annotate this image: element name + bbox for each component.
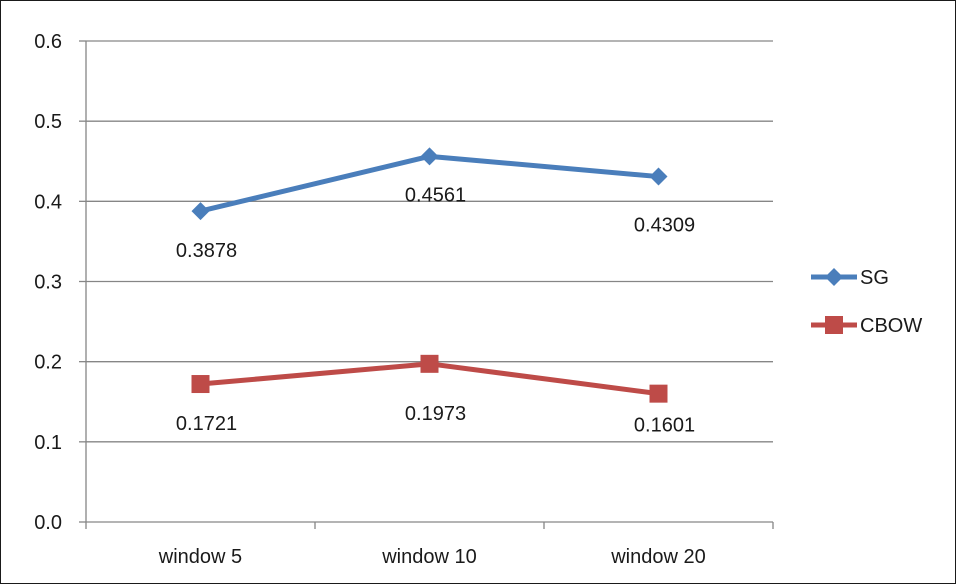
data-label: 0.4561: [405, 184, 466, 206]
x-tick-label: window 20: [610, 546, 706, 568]
y-axis-tick-labels: 0.0 0.1 0.2 0.3 0.4 0.5 0.6: [34, 31, 62, 534]
legend-label: CBOW: [860, 315, 922, 337]
data-label: 0.3878: [176, 240, 237, 262]
series-group: 0.3878 0.4561 0.4309 0.1721 0.1973 0.1601: [176, 147, 695, 437]
y-tick-label: 0.4: [34, 191, 62, 213]
x-tick-label: window 10: [381, 546, 477, 568]
legend-label: SG: [860, 267, 889, 289]
data-point: [649, 167, 668, 186]
y-tick-label: 0.6: [34, 31, 62, 53]
y-tick-label: 0.1: [34, 432, 62, 454]
legend-item-cbow: CBOW: [811, 315, 922, 337]
y-tick-label: 0.5: [34, 111, 62, 133]
data-point: [191, 375, 210, 394]
x-tick-label: window 5: [158, 546, 242, 568]
legend: SG CBOW: [811, 267, 922, 337]
data-label: 0.1721: [176, 413, 237, 435]
data-point: [649, 384, 668, 403]
y-tick-label: 0.0: [34, 512, 62, 534]
data-point: [191, 202, 210, 221]
axes: [79, 40, 774, 529]
data-label: 0.1973: [405, 403, 466, 425]
y-tick-label: 0.3: [34, 272, 62, 294]
x-axis-tick-labels: window 5 window 10 window 20: [158, 546, 706, 568]
legend-item-sg: SG: [811, 267, 889, 289]
series-cbow: 0.1721 0.1973 0.1601: [176, 354, 695, 437]
gridlines: [86, 40, 773, 443]
legend-marker: [825, 316, 843, 334]
series-sg: 0.3878 0.4561 0.4309: [176, 147, 695, 262]
data-label: 0.4309: [634, 215, 695, 237]
data-point: [420, 354, 439, 373]
data-label: 0.1601: [634, 415, 695, 437]
legend-marker: [825, 268, 843, 286]
data-point: [420, 147, 439, 166]
y-tick-label: 0.2: [34, 352, 62, 374]
